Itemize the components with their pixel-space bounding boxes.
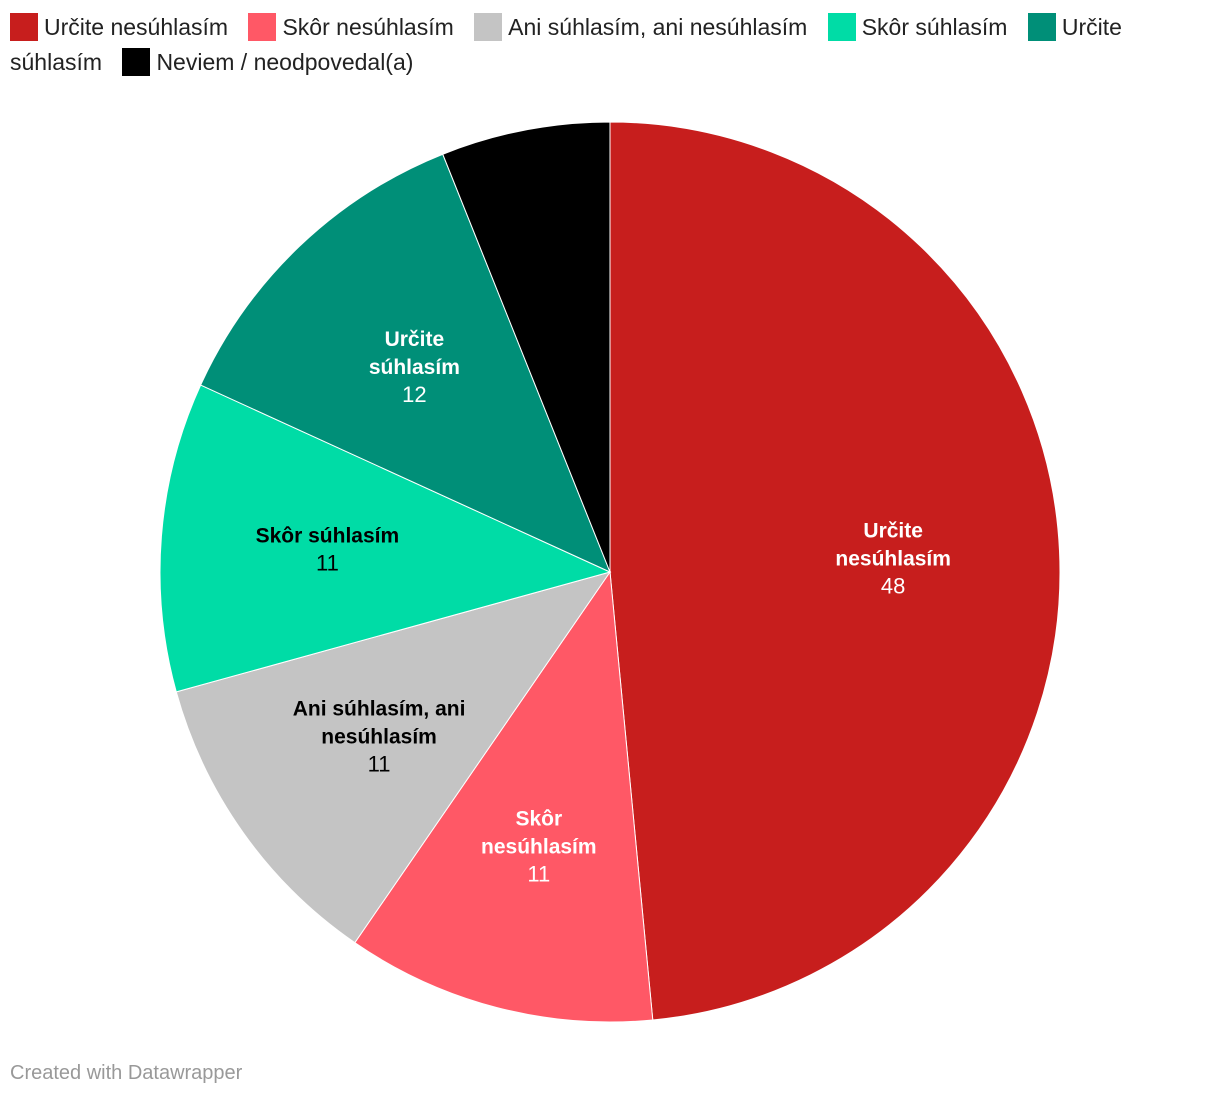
pie-slice [609, 121, 1061, 1021]
slice-label: Skôr nesúhlasím 11 [481, 807, 597, 886]
legend-label: Ani súhlasím, ani nesúhlasím [508, 14, 808, 40]
pie-slice [200, 153, 611, 573]
slice-value-label: 11 [527, 861, 550, 886]
legend-item: Skôr nesúhlasím [248, 13, 454, 41]
legend-label: Určite súhlasím [10, 14, 1122, 75]
legend-swatch [122, 48, 151, 76]
slice-value-label: 11 [368, 751, 391, 776]
slice-label: Ani súhlasím, ani nesúhlasím 11 [293, 697, 466, 776]
slice-label-text: Určite súhlasím [369, 328, 460, 379]
legend-swatch [248, 13, 277, 41]
pie-slice [159, 384, 612, 693]
pie-slice [175, 571, 612, 944]
legend-label: Skôr súhlasím [861, 14, 1008, 40]
pie-slice [442, 121, 611, 573]
legend-item: Určite nesúhlasím [10, 13, 229, 41]
pie-slice [354, 570, 654, 1023]
slice-value-label: 48 [881, 574, 905, 599]
chart-legend: Určite nesúhlasím Skôr nesúhlasím Ani sú… [10, 10, 1200, 80]
legend-item: Určite súhlasím [10, 13, 1122, 75]
slice-label-text: Ani súhlasím, ani nesúhlasím [293, 697, 466, 748]
legend-swatch [1027, 13, 1056, 41]
slice-label: Určite nesúhlasím 48 [835, 520, 951, 599]
legend-swatch [10, 13, 38, 41]
slice-label-text: Skôr súhlasím [256, 525, 400, 548]
legend-label: Skôr nesúhlasím [282, 14, 454, 40]
slice-value-label: 12 [402, 382, 426, 407]
legend-swatch [827, 13, 856, 41]
slice-value-label: 11 [316, 551, 339, 576]
legend-item: Neviem / neodpovedal(a) [122, 48, 414, 76]
credit-footer: Created with Datawrapper [10, 1062, 243, 1084]
legend-item: Ani súhlasím, ani nesúhlasím [474, 13, 808, 41]
legend-label: Neviem / neodpovedal(a) [156, 49, 414, 75]
slice-label-text: Skôr nesúhlasím [481, 807, 597, 858]
legend-label: Určite nesúhlasím [44, 14, 229, 40]
legend-swatch [474, 13, 503, 41]
legend-item: Skôr súhlasím [827, 13, 1008, 41]
slice-label: Určite súhlasím 12 [369, 328, 460, 407]
slice-label-text: Určite nesúhlasím [835, 520, 951, 571]
slice-label: Skôr súhlasím 11 [256, 525, 400, 576]
